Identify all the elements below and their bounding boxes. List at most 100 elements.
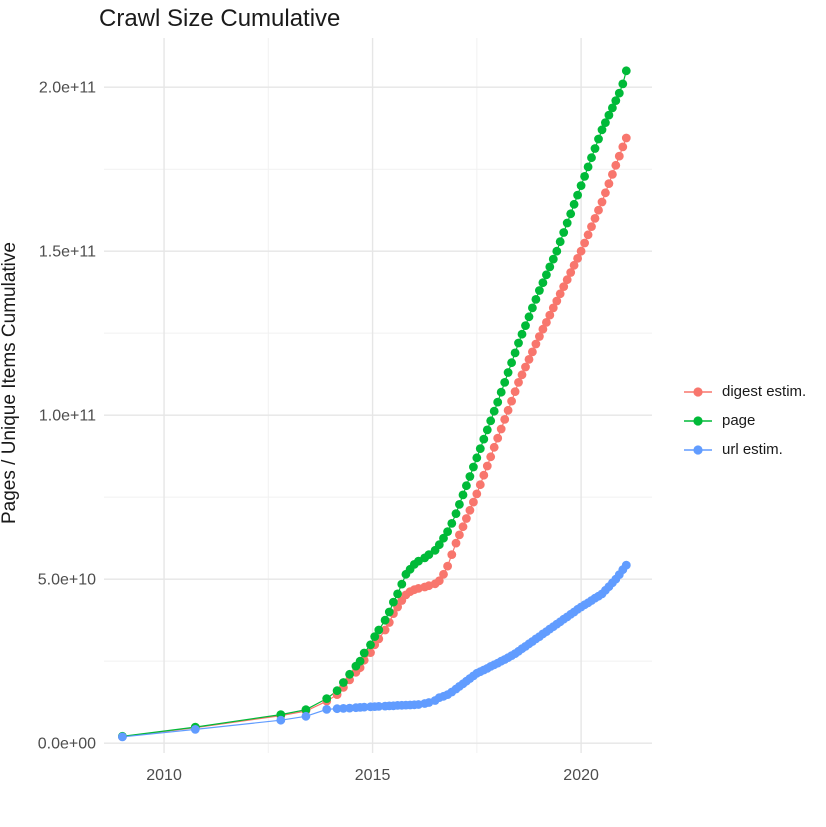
y-tick-label: 2.0e+11	[39, 80, 96, 97]
data-point	[535, 332, 544, 341]
legend-label: url estim.	[722, 441, 783, 458]
data-point	[393, 589, 402, 599]
data-point	[507, 358, 516, 368]
data-point	[562, 275, 572, 285]
data-point	[332, 686, 342, 696]
data-point	[462, 481, 471, 491]
data-point	[301, 705, 311, 715]
data-point	[604, 110, 614, 120]
data-point	[604, 179, 614, 189]
data-point	[447, 519, 457, 528]
data-point	[583, 162, 593, 172]
data-point	[587, 222, 596, 232]
x-tick-label: 2015	[355, 767, 391, 784]
data-point	[472, 453, 482, 463]
data-point	[569, 260, 579, 270]
data-point	[439, 533, 448, 543]
data-point	[535, 286, 544, 295]
data-point	[493, 433, 503, 443]
data-point	[608, 170, 617, 179]
data-point	[496, 424, 506, 434]
data-point	[451, 538, 461, 548]
data-point	[355, 656, 365, 666]
data-point	[611, 96, 621, 105]
data-point	[370, 632, 380, 641]
data-point	[514, 378, 523, 387]
data-point	[434, 540, 444, 550]
data-point	[503, 405, 513, 415]
data-point	[424, 550, 434, 559]
data-point	[439, 569, 448, 579]
data-point	[545, 310, 555, 320]
data-point	[475, 480, 485, 490]
data-point	[472, 489, 482, 499]
data-point	[465, 472, 475, 481]
y-tick-label: 1.5e+11	[39, 244, 96, 261]
data-point	[301, 711, 311, 721]
data-point	[621, 133, 631, 143]
data-point	[332, 704, 342, 714]
legend: digest estim. page url estim.	[683, 377, 806, 464]
data-point	[465, 505, 475, 515]
legend-key-icon	[684, 386, 712, 397]
data-point	[359, 648, 369, 658]
data-point	[524, 312, 534, 322]
data-point	[542, 318, 551, 327]
data-point	[587, 153, 596, 163]
data-point	[597, 125, 607, 135]
series-points-digest-estim	[118, 133, 631, 741]
data-point	[479, 470, 489, 480]
legend-item-url-estim: url estim.	[683, 435, 806, 464]
data-point	[469, 497, 478, 507]
x-tick-label: 2020	[563, 767, 599, 784]
data-point	[531, 339, 541, 349]
data-point	[475, 444, 485, 453]
data-point	[374, 702, 384, 711]
data-point	[486, 452, 496, 462]
data-point	[521, 321, 530, 330]
data-point	[548, 254, 558, 264]
y-axis-title: Pages / Unique Items Cumulative	[0, 242, 20, 524]
data-point	[614, 151, 624, 161]
data-point	[618, 142, 628, 152]
x-tick-label: 2010	[146, 767, 182, 784]
data-point	[443, 561, 452, 571]
data-point	[559, 228, 569, 237]
data-point	[322, 694, 332, 703]
data-point	[559, 282, 569, 291]
data-point	[528, 303, 537, 313]
data-point	[590, 144, 600, 153]
data-point	[276, 715, 286, 725]
data-point	[389, 597, 398, 607]
data-point	[601, 188, 610, 198]
data-point	[482, 461, 492, 471]
data-point	[479, 434, 489, 444]
data-point	[621, 66, 631, 76]
data-point	[366, 648, 375, 657]
data-point	[458, 490, 468, 500]
data-point	[455, 500, 464, 509]
data-point	[576, 246, 586, 256]
data-point	[380, 625, 390, 635]
data-point	[489, 442, 499, 452]
data-point	[562, 218, 572, 228]
data-point	[380, 615, 390, 625]
data-point	[493, 397, 503, 407]
data-point	[528, 347, 537, 357]
data-point	[573, 190, 582, 200]
data-point	[517, 370, 527, 380]
legend-label: page	[722, 412, 756, 429]
data-point	[510, 387, 520, 396]
data-point	[496, 387, 506, 397]
data-point	[345, 703, 354, 713]
data-point	[531, 295, 541, 304]
data-point	[489, 406, 499, 416]
data-point	[469, 462, 478, 472]
data-point	[514, 338, 523, 348]
data-point	[524, 355, 534, 364]
data-point	[566, 209, 576, 219]
data-point	[118, 732, 127, 742]
legend-item-digest-estim: digest estim.	[683, 377, 806, 406]
